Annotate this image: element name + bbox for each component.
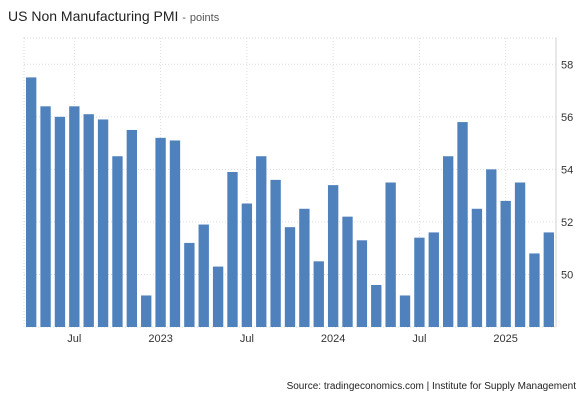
bar-17 (270, 179, 281, 327)
y-tick-label: 52 (561, 217, 573, 229)
bar-33 (500, 200, 511, 327)
bar-31 (471, 208, 483, 327)
chart-unit: points (189, 12, 220, 24)
bar-3 (69, 106, 80, 327)
bar-6 (112, 156, 123, 327)
bar-32 (486, 169, 497, 327)
bar-35 (529, 253, 540, 327)
bar-36 (543, 232, 554, 327)
bar-8 (141, 295, 152, 327)
x-tick-label: Jul (67, 333, 81, 345)
x-tick-label: 2024 (321, 333, 345, 345)
chart-title-text: US Non Manufacturing PMI (8, 8, 179, 24)
bar-13 (212, 266, 224, 327)
y-tick-label: 50 (561, 269, 573, 281)
bar-10 (169, 140, 181, 327)
bar-20 (313, 261, 324, 327)
bar-15 (241, 203, 253, 327)
y-tick-label: 58 (561, 59, 573, 71)
bars (26, 77, 554, 327)
bar-24 (371, 284, 382, 327)
y-axis-ticks: 50 52 54 56 58 (555, 38, 573, 327)
bar-1 (40, 106, 51, 327)
x-axis-ticks: Jul 2023 Jul 2024 Jul 2025 (67, 333, 518, 345)
bar-34 (514, 182, 526, 327)
bar-21 (327, 185, 339, 327)
bar-19 (299, 208, 310, 327)
bar-18 (284, 227, 296, 327)
bar-16 (256, 156, 267, 327)
source-note: Source: tradingeconomics.com | Institute… (286, 381, 576, 392)
bar-14 (227, 171, 238, 327)
chart-unit-separator: - (182, 12, 186, 24)
bar-11 (184, 242, 195, 327)
bar-0 (26, 77, 37, 327)
x-tick-label: Jul (412, 333, 426, 345)
bar-5 (97, 119, 109, 327)
x-tick-label: 2025 (493, 333, 517, 345)
bar-25 (385, 182, 396, 327)
bar-27 (414, 237, 425, 327)
x-tick-label: 2023 (148, 333, 172, 345)
bar-29 (442, 156, 454, 327)
bar-7 (126, 129, 138, 327)
bar-12 (198, 224, 209, 327)
bar-23 (356, 240, 368, 327)
chart-title: US Non Manufacturing PMI - points (8, 8, 219, 24)
bar-26 (399, 295, 411, 327)
x-tick-label: Jul (240, 333, 254, 345)
bar-2 (54, 116, 66, 327)
bar-30 (457, 122, 468, 327)
bar-22 (342, 216, 353, 327)
bar-28 (428, 232, 439, 327)
y-tick-label: 54 (561, 164, 573, 176)
bar-9 (155, 137, 166, 327)
bar-4 (83, 114, 94, 327)
y-tick-label: 56 (561, 112, 573, 124)
